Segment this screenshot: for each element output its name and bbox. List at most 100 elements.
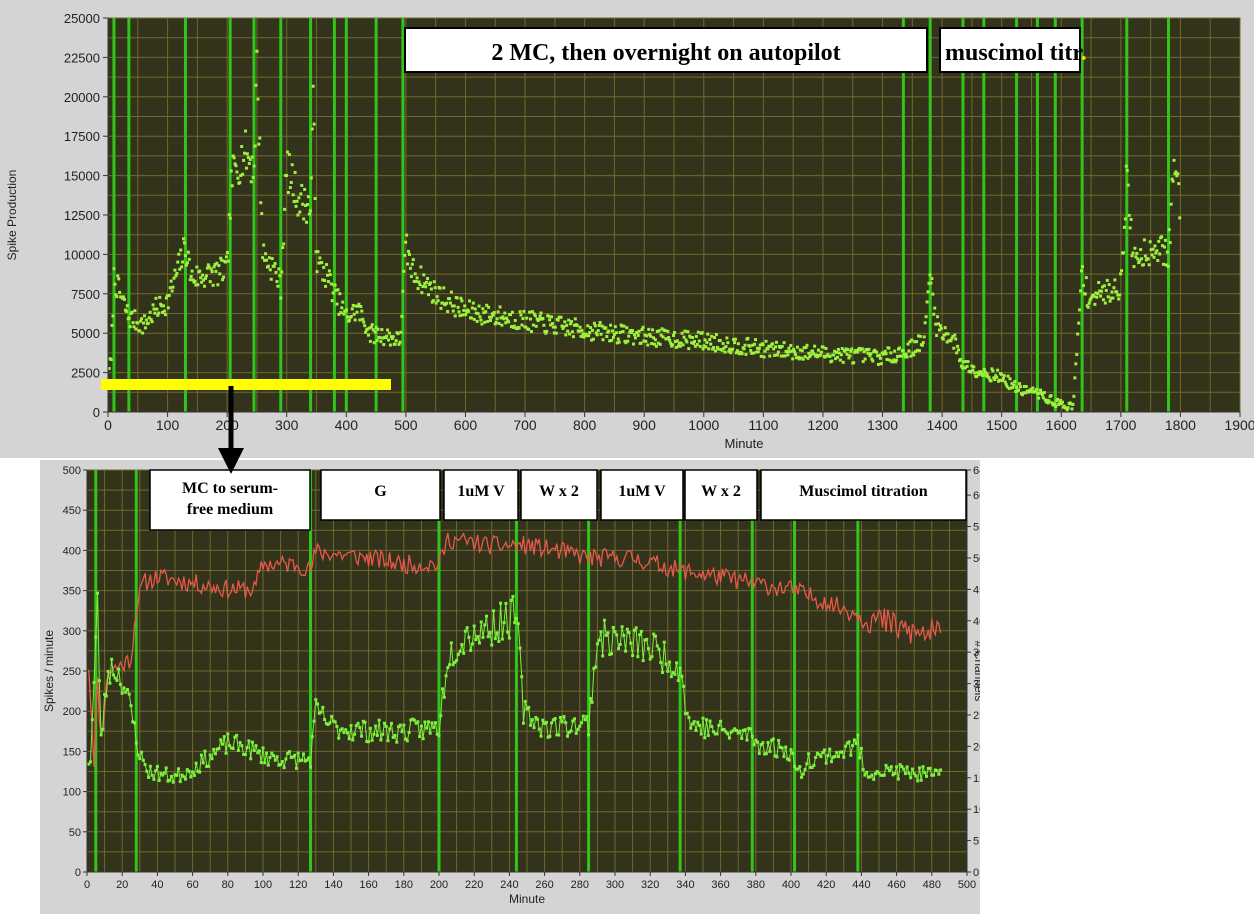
data-point <box>241 172 245 176</box>
data-point <box>942 333 946 337</box>
data-point <box>729 351 733 355</box>
data-point <box>1125 168 1129 172</box>
data-point <box>189 775 193 779</box>
data-point <box>1129 217 1133 221</box>
data-point <box>633 336 637 340</box>
data-point <box>338 292 342 296</box>
data-point <box>844 744 848 748</box>
data-point <box>136 321 140 325</box>
data-point <box>722 727 726 731</box>
data-point <box>785 350 789 354</box>
data-point <box>621 329 625 333</box>
data-point <box>685 340 689 344</box>
data-point <box>208 753 212 757</box>
data-point <box>159 302 163 306</box>
data-point <box>416 287 420 291</box>
data-point <box>305 758 309 762</box>
data-point <box>699 732 703 736</box>
data-point <box>382 343 386 347</box>
x-tick-label: 480 <box>923 879 941 891</box>
data-point <box>1177 182 1181 186</box>
data-point <box>1115 290 1119 294</box>
data-point <box>475 319 479 323</box>
data-point <box>863 357 867 361</box>
data-point <box>1138 259 1142 263</box>
data-point <box>177 767 181 771</box>
data-point <box>405 233 409 237</box>
data-point <box>279 763 283 767</box>
data-point <box>782 341 786 345</box>
data-point <box>700 331 704 335</box>
data-point <box>873 772 877 776</box>
data-point <box>782 755 786 759</box>
data-point <box>650 342 654 346</box>
data-point <box>325 273 329 277</box>
data-point <box>725 336 729 340</box>
data-point <box>133 721 137 725</box>
annotation-label: Muscimol titration <box>799 483 928 500</box>
data-point <box>935 769 939 773</box>
data-point <box>1029 387 1033 391</box>
data-point <box>471 301 475 305</box>
data-point <box>1133 246 1137 250</box>
data-point <box>850 347 854 351</box>
data-point <box>170 289 174 293</box>
data-point <box>323 718 327 722</box>
y2-tick-label: 15 <box>973 773 980 785</box>
data-point <box>926 767 930 771</box>
data-point <box>933 306 937 310</box>
data-point <box>152 777 156 781</box>
data-point <box>573 717 577 721</box>
data-point <box>935 334 939 338</box>
data-point <box>1174 170 1178 174</box>
data-point <box>247 739 251 743</box>
data-point <box>530 718 534 722</box>
data-point <box>808 355 812 359</box>
data-point <box>177 252 181 256</box>
data-point <box>203 284 207 288</box>
data-point <box>905 355 909 359</box>
data-point <box>231 154 235 158</box>
data-point <box>921 341 925 345</box>
data-point <box>945 340 949 344</box>
data-point <box>328 721 332 725</box>
data-point <box>744 352 748 356</box>
data-point <box>154 769 158 773</box>
data-point <box>909 354 913 358</box>
data-point <box>368 726 372 730</box>
data-point <box>861 360 865 364</box>
data-point <box>868 775 872 779</box>
data-point <box>1034 389 1038 393</box>
y2-tick-label: 55 <box>973 522 980 534</box>
y-tick-label: 0 <box>93 405 100 420</box>
data-point <box>238 741 242 745</box>
data-point <box>1070 407 1074 411</box>
data-point <box>198 269 202 273</box>
data-point <box>409 275 413 279</box>
data-point <box>201 761 205 765</box>
data-point <box>374 724 378 728</box>
data-point <box>300 183 304 187</box>
data-point <box>828 747 832 751</box>
data-point <box>581 332 585 336</box>
data-point <box>235 733 239 737</box>
data-point <box>532 312 536 316</box>
data-point <box>482 311 486 315</box>
data-point <box>111 314 115 318</box>
data-point <box>878 356 882 360</box>
data-point <box>770 738 774 742</box>
x-tick-label: 800 <box>573 417 597 433</box>
data-point <box>507 320 511 324</box>
data-point <box>223 260 227 264</box>
data-point <box>122 297 126 301</box>
data-point <box>402 269 406 273</box>
data-point <box>1084 276 1088 280</box>
data-point <box>509 598 513 602</box>
data-point <box>1158 252 1162 256</box>
data-point <box>198 770 202 774</box>
data-point <box>242 158 246 162</box>
data-point <box>654 344 658 348</box>
data-point <box>516 622 520 626</box>
data-point <box>800 349 804 353</box>
data-point <box>210 270 214 274</box>
